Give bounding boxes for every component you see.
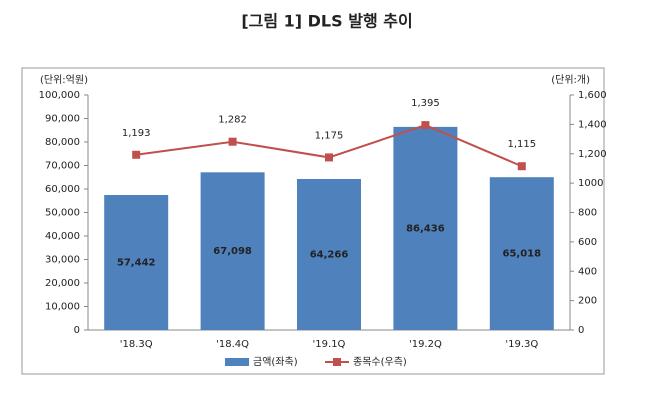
y-tick-label: 30,000	[45, 255, 80, 266]
bar-value-label: 57,442	[117, 258, 156, 269]
y-tick-label: 40,000	[45, 231, 80, 242]
x-tick-label: '19.2Q	[409, 339, 442, 350]
legend-label: 종목수(우측)	[353, 356, 407, 368]
bar	[200, 172, 265, 330]
line-value-label: 1,115	[507, 139, 536, 150]
line-value-label: 1,193	[122, 128, 151, 139]
y2-tick-label: 400	[578, 266, 597, 277]
legend-label: 금액(좌축)	[253, 356, 298, 368]
line-value-label: 1,282	[218, 115, 247, 126]
bar-value-label: 86,436	[406, 223, 445, 234]
y2-tick-label: 0	[578, 325, 584, 336]
line-marker	[517, 162, 526, 171]
legend-swatch	[333, 358, 341, 366]
legend-swatch	[225, 358, 249, 366]
bar-value-label: 65,018	[503, 249, 542, 260]
x-tick-label: '19.3Q	[505, 339, 538, 350]
line-value-label: 1,395	[411, 98, 440, 109]
y2-tick-label: 600	[578, 237, 597, 248]
x-tick-label: '18.3Q	[120, 339, 153, 350]
y-tick-label: 100,000	[39, 90, 80, 101]
y2-tick-label: 200	[578, 296, 597, 307]
line-value-label: 1,175	[315, 130, 344, 141]
y-tick-label: 10,000	[45, 302, 80, 313]
y2-tick-label: 1,200	[578, 149, 607, 160]
y-unit: (단위:억원)	[40, 73, 88, 86]
y-tick-label: 70,000	[45, 161, 80, 172]
y-tick-label: 50,000	[45, 208, 80, 219]
y-tick-label: 80,000	[45, 137, 80, 148]
bar	[489, 177, 554, 330]
y-tick-label: 20,000	[45, 278, 80, 289]
bar-value-label: 64,266	[310, 249, 349, 260]
y-tick-label: 90,000	[45, 114, 80, 125]
line-marker	[325, 153, 333, 162]
line-marker	[228, 137, 237, 146]
chart-title: [그림 1] DLS 발행 추이	[241, 12, 412, 31]
y2-tick-label: 800	[578, 208, 597, 219]
line-marker	[421, 121, 430, 130]
y-tick-label: 60,000	[45, 184, 80, 195]
y2-tick-label: 1,600	[578, 90, 607, 101]
line-marker	[132, 150, 141, 159]
bar-value-label: 67,098	[213, 246, 252, 257]
y2-unit: (단위:개)	[551, 73, 590, 86]
y2-tick-label: 1000	[578, 178, 603, 189]
bar	[393, 126, 458, 330]
bar	[297, 178, 361, 330]
x-tick-label: '18.4Q	[216, 339, 249, 350]
bar	[104, 195, 169, 330]
x-tick-label: '19.1Q	[313, 339, 346, 350]
chart-frame	[21, 67, 605, 375]
y-tick-label: 0	[74, 325, 80, 336]
y2-tick-label: 1,400	[578, 119, 607, 130]
